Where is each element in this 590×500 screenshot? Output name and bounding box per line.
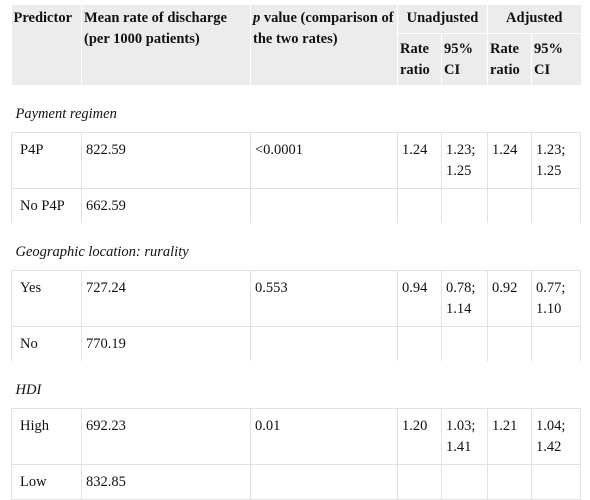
cell-label: No P4P	[11, 188, 82, 229]
cell-mean: 832.85	[81, 464, 251, 500]
cell-p-value: <0.0001	[250, 132, 398, 189]
cell-mean: 727.24	[81, 270, 251, 327]
cell-adjusted-rr	[487, 464, 532, 500]
cell-mean: 662.59	[81, 188, 251, 229]
cell-label: Yes	[11, 270, 82, 327]
cell-adjusted-ci: 1.04; 1.42	[531, 408, 581, 465]
section-title: Payment regimen	[11, 85, 581, 133]
cell-mean: 770.19	[81, 326, 251, 367]
table-row: High 692.23 0.01 1.20 1.03; 1.41 1.21 1.…	[11, 408, 581, 465]
cell-mean: 822.59	[81, 132, 251, 189]
section-row: Payment regimen	[11, 85, 581, 133]
header-p-value: p value (comparison of the two rates)	[250, 5, 398, 91]
table-row: Yes 727.24 0.553 0.94 0.78; 1.14 0.92 0.…	[11, 270, 581, 327]
cell-unadjusted-rr: 1.24	[397, 132, 442, 189]
results-table: Predictor Mean rate of discharge (per 10…	[11, 5, 581, 500]
header-p-rest: value (comparison of the two rates)	[253, 10, 394, 47]
cell-unadjusted-rr	[397, 326, 442, 367]
cell-p-value: 0.553	[250, 270, 398, 327]
table-body: Payment regimen P4P 822.59 <0.0001 1.24 …	[11, 85, 581, 500]
section-title: HDI	[11, 361, 581, 409]
header-predictor: Predictor	[11, 5, 82, 91]
cell-unadjusted-ci	[441, 464, 488, 500]
cell-label: No	[11, 326, 82, 367]
cell-unadjusted-ci: 1.03; 1.41	[441, 408, 488, 465]
cell-p-value: 0.01	[250, 408, 398, 465]
table-row: No 770.19	[11, 326, 581, 367]
cell-unadjusted-rr	[397, 464, 442, 500]
header-adjusted-ci: 95% CI	[531, 33, 581, 91]
cell-unadjusted-rr: 0.94	[397, 270, 442, 327]
table-row: P4P 822.59 <0.0001 1.24 1.23; 1.25 1.24 …	[11, 132, 581, 189]
header-unadjusted: Unadjusted	[397, 5, 488, 34]
cell-adjusted-rr	[487, 326, 532, 367]
header-unadjusted-rate-ratio: Rate ratio	[397, 33, 442, 91]
section-row: HDI	[11, 361, 581, 409]
cell-mean: 692.23	[81, 408, 251, 465]
cell-unadjusted-ci: 1.23; 1.25	[441, 132, 488, 189]
cell-adjusted-rr: 1.24	[487, 132, 532, 189]
table-row: No P4P 662.59	[11, 188, 581, 229]
cell-adjusted-ci	[531, 326, 581, 367]
header-p-italic: p	[253, 10, 261, 26]
cell-adjusted-ci: 0.77; 1.10	[531, 270, 581, 327]
cell-adjusted-ci	[531, 188, 581, 229]
cell-unadjusted-rr	[397, 188, 442, 229]
cell-adjusted-ci	[531, 464, 581, 500]
cell-unadjusted-ci	[441, 326, 488, 367]
cell-unadjusted-ci: 0.78; 1.14	[441, 270, 488, 327]
header-mean-rate: Mean rate of discharge (per 1000 patient…	[81, 5, 251, 91]
cell-p-value	[250, 464, 398, 500]
cell-label: Low	[11, 464, 82, 500]
cell-adjusted-rr	[487, 188, 532, 229]
cell-adjusted-rr: 0.92	[487, 270, 532, 327]
header-unadjusted-ci: 95% CI	[441, 33, 488, 91]
header-adjusted: Adjusted	[487, 5, 581, 34]
section-row: Geographic location: rurality	[11, 223, 581, 271]
cell-adjusted-rr: 1.21	[487, 408, 532, 465]
section-title: Geographic location: rurality	[11, 223, 581, 271]
cell-label: High	[11, 408, 82, 465]
cell-p-value	[250, 188, 398, 229]
cell-p-value	[250, 326, 398, 367]
header-adjusted-rate-ratio: Rate ratio	[487, 33, 532, 91]
cell-unadjusted-rr: 1.20	[397, 408, 442, 465]
cell-adjusted-ci: 1.23; 1.25	[531, 132, 581, 189]
cell-unadjusted-ci	[441, 188, 488, 229]
table-row: Low 832.85	[11, 464, 581, 500]
cell-label: P4P	[11, 132, 82, 189]
table-header: Predictor Mean rate of discharge (per 10…	[11, 5, 581, 91]
